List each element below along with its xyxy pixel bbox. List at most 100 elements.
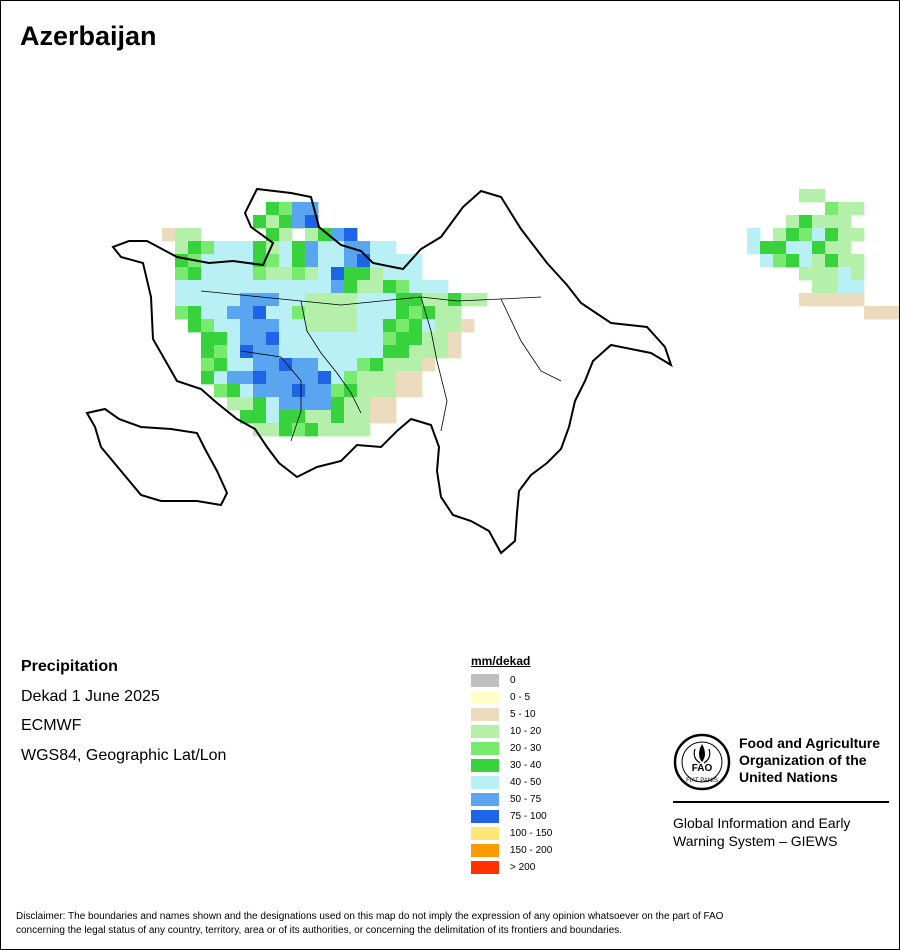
source-label: ECMWF <box>21 717 82 734</box>
precip-cell <box>786 254 800 268</box>
legend-item: > 200 <box>471 859 552 876</box>
precip-cell <box>201 293 215 307</box>
precip-cell <box>799 215 813 229</box>
precip-cell <box>201 267 215 281</box>
precip-cell <box>279 215 293 229</box>
precip-cell <box>214 358 228 372</box>
map-info: Precipitation Dekad 1 June 2025 ECMWF WG… <box>21 657 226 775</box>
precip-cell <box>825 280 839 294</box>
precip-cell <box>383 410 397 424</box>
precip-cell <box>292 267 306 281</box>
precip-cell <box>253 319 267 333</box>
legend-item: 0 <box>471 672 552 689</box>
precip-cell <box>344 228 358 242</box>
legend-item: 40 - 50 <box>471 774 552 791</box>
precip-cell <box>227 332 241 346</box>
precip-cell <box>162 228 176 242</box>
precip-cell <box>435 345 449 359</box>
precip-cell <box>201 358 215 372</box>
admin-boundaries <box>200 290 562 442</box>
fao-divider <box>673 801 889 803</box>
legend: mm/dekad 0 0 - 5 5 - 10 10 - 20 20 - 30 30 - … <box>471 654 552 876</box>
precip-cell <box>344 332 358 346</box>
projection-label: WGS84, Geographic Lat/Lon <box>21 746 227 764</box>
precip-cell <box>396 332 410 346</box>
legend-item: 30 - 40 <box>471 757 552 774</box>
precip-cell <box>201 241 215 255</box>
precip-cell <box>266 332 280 346</box>
precip-cell <box>370 280 384 294</box>
precip-cell <box>240 319 254 333</box>
precip-cell <box>357 397 371 411</box>
precip-cell <box>305 228 319 242</box>
legend-item: 20 - 30 <box>471 740 552 757</box>
precip-cell <box>188 319 202 333</box>
precip-cell <box>851 228 865 242</box>
precip-cell <box>409 358 423 372</box>
precip-cell <box>305 345 319 359</box>
precip-cell <box>175 280 189 294</box>
precip-cell <box>279 202 293 216</box>
precip-cell <box>240 267 254 281</box>
precip-cell <box>448 306 462 320</box>
precip-cell <box>344 280 358 294</box>
precip-cell <box>292 280 306 294</box>
precip-cell <box>383 332 397 346</box>
precip-cell <box>396 254 410 268</box>
precip-cell <box>786 241 800 255</box>
precip-cell <box>305 358 319 372</box>
precip-cell <box>253 358 267 372</box>
precip-cell <box>305 423 319 437</box>
precip-cell <box>331 345 345 359</box>
precip-cell <box>396 358 410 372</box>
precip-cell <box>253 397 267 411</box>
precip-cell <box>240 371 254 385</box>
precip-cell <box>292 306 306 320</box>
precip-cell <box>318 280 332 294</box>
precip-cell <box>799 267 813 281</box>
precip-cell <box>383 267 397 281</box>
precip-cell <box>331 371 345 385</box>
precip-cell <box>422 293 436 307</box>
giews-label: Global Information and Early Warning Sys… <box>673 815 851 849</box>
legend-label: 20 - 30 <box>510 743 542 754</box>
precip-cell <box>799 189 813 203</box>
precip-cell <box>318 254 332 268</box>
precip-cell <box>838 280 852 294</box>
precip-cell <box>305 254 319 268</box>
precip-cell <box>227 397 241 411</box>
legend-swatch <box>471 725 499 738</box>
precip-cell <box>357 332 371 346</box>
precip-cell <box>253 267 267 281</box>
precip-cell <box>773 241 787 255</box>
precip-cell <box>266 254 280 268</box>
precip-cell <box>812 189 826 203</box>
precip-cell <box>396 319 410 333</box>
precip-cell <box>357 371 371 385</box>
precip-cell <box>279 241 293 255</box>
precip-cell <box>279 371 293 385</box>
precip-cell <box>292 215 306 229</box>
precip-cell <box>318 319 332 333</box>
precip-cell <box>175 293 189 307</box>
precip-cell <box>227 293 241 307</box>
precip-cell <box>357 345 371 359</box>
precip-cell <box>292 319 306 333</box>
precip-cell <box>188 280 202 294</box>
precip-cell <box>214 254 228 268</box>
precip-cell <box>370 371 384 385</box>
precip-cell <box>396 267 410 281</box>
period-label: Dekad 1 June 2025 <box>21 687 160 705</box>
legend-label: 0 <box>510 675 516 686</box>
precip-cell <box>435 280 449 294</box>
precip-cell <box>370 241 384 255</box>
precip-cell <box>877 306 891 320</box>
precip-cell <box>331 332 345 346</box>
precip-cell <box>396 306 410 320</box>
precip-cell <box>292 293 306 307</box>
precip-cell <box>240 241 254 255</box>
precip-cell <box>227 267 241 281</box>
legend-label: 50 - 75 <box>510 794 542 805</box>
precip-cell <box>370 384 384 398</box>
